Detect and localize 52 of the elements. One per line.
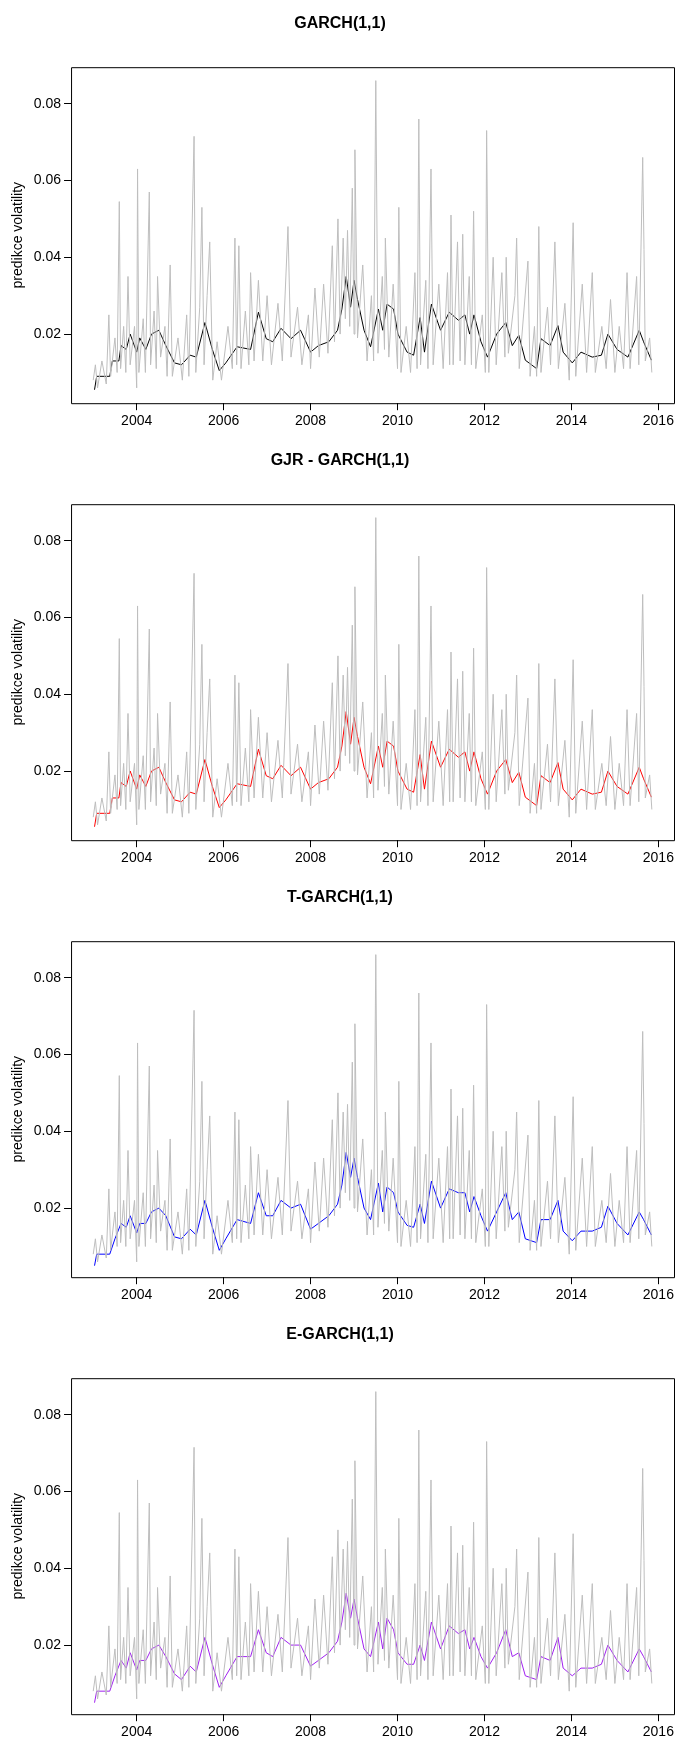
y-tick-label: 0.06: [33, 1482, 62, 1499]
y-tick-label: 0.08: [33, 1405, 62, 1422]
y-tick-label: 0.02: [33, 1198, 62, 1215]
x-tick-label: 2016: [642, 1286, 675, 1303]
x-tick-label: 2014: [555, 412, 588, 429]
x-tick-label: 2004: [121, 412, 153, 429]
y-tick-label: 0.06: [33, 608, 62, 625]
x-tick-label: 2016: [642, 849, 675, 866]
x-tick-label: 2016: [642, 412, 675, 429]
x-tick-label: 2012: [468, 412, 501, 429]
y-tick-label: 0.04: [33, 1559, 62, 1576]
y-axis-title: predikce volatility: [9, 618, 26, 726]
y-tick-label: 0.08: [33, 531, 62, 548]
x-tick-label: 2010: [381, 412, 414, 429]
y-tick-label: 0.02: [33, 761, 62, 778]
x-tick-label: 2008: [295, 412, 327, 429]
y-tick-label: 0.02: [33, 1635, 62, 1652]
x-tick-label: 2004: [121, 1286, 153, 1303]
y-tick-label: 0.06: [33, 171, 62, 188]
y-tick-label: 0.06: [33, 1045, 62, 1062]
x-tick-label: 2012: [468, 1723, 501, 1740]
chart-title: T-GARCH(1,1): [287, 888, 393, 906]
x-tick-label: 2006: [208, 1286, 240, 1303]
x-tick-label: 2010: [381, 1723, 414, 1740]
x-tick-label: 2010: [381, 1286, 414, 1303]
chart-title: GARCH(1,1): [294, 14, 386, 32]
x-tick-label: 2012: [468, 849, 501, 866]
y-axis-title: predikce volatility: [9, 1492, 26, 1600]
y-tick-label: 0.04: [33, 1122, 62, 1139]
chart-title: GJR - GARCH(1,1): [270, 451, 410, 469]
x-tick-label: 2006: [208, 1723, 240, 1740]
x-tick-label: 2006: [208, 412, 240, 429]
x-tick-label: 2004: [121, 1723, 153, 1740]
y-axis-title: predikce volatility: [9, 181, 26, 289]
x-tick-label: 2006: [208, 849, 240, 866]
y-tick-label: 0.08: [33, 94, 62, 111]
x-tick-label: 2008: [295, 849, 327, 866]
x-tick-label: 2014: [555, 1723, 588, 1740]
x-tick-label: 2012: [468, 1286, 501, 1303]
y-tick-label: 0.08: [33, 968, 62, 985]
y-tick-label: 0.04: [33, 248, 62, 265]
x-tick-label: 2008: [295, 1286, 327, 1303]
x-tick-label: 2004: [121, 849, 153, 866]
y-tick-label: 0.04: [33, 685, 62, 702]
y-tick-label: 0.02: [33, 324, 62, 341]
chart-title: E-GARCH(1,1): [286, 1325, 394, 1343]
x-tick-label: 2008: [295, 1723, 327, 1740]
x-tick-label: 2014: [555, 849, 588, 866]
x-tick-label: 2016: [642, 1723, 675, 1740]
x-tick-label: 2014: [555, 1286, 588, 1303]
y-axis-title: predikce volatility: [9, 1055, 26, 1163]
x-tick-label: 2010: [381, 849, 414, 866]
